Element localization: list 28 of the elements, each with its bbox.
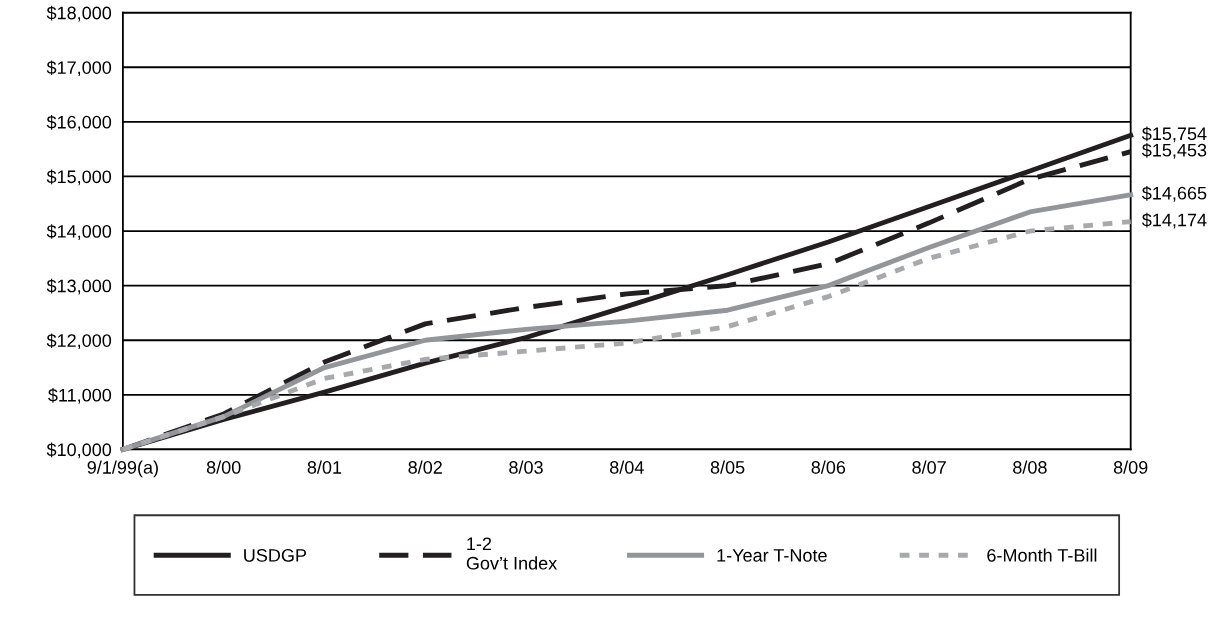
y-tick-label: $12,000 — [46, 333, 112, 350]
x-tick-label: 8/00 — [206, 460, 241, 474]
y-tick-label: $18,000 — [46, 5, 112, 22]
x-tick-label: 8/07 — [912, 460, 946, 474]
legend-label: USDGP — [244, 548, 307, 562]
data-label: $14,174 — [1141, 212, 1207, 229]
y-tick-label: $15,000 — [46, 169, 112, 186]
data-label: $14,665 — [1141, 186, 1207, 202]
x-tick-label: 8/06 — [811, 460, 846, 474]
x-tick-label: 8/03 — [509, 460, 543, 474]
legend-label: 1-Year T-Note — [717, 549, 827, 562]
y-tick-label: $11,000 — [48, 388, 112, 404]
y-tick-label: $17,000 — [46, 60, 112, 77]
data-label: $15,453 — [1141, 143, 1207, 159]
x-tick-label: 8/08 — [1013, 460, 1047, 474]
x-tick-label: 8/09 — [1113, 460, 1148, 474]
legend-label: 6-Month T-Bill — [987, 548, 1097, 562]
y-tick-label: $16,000 — [46, 115, 112, 131]
x-tick-label: 8/05 — [710, 460, 745, 474]
y-tick-label: $14,000 — [46, 224, 112, 240]
y-tick-label: $13,000 — [46, 278, 112, 295]
x-tick-label: 8/01 — [307, 460, 342, 474]
x-tick-label: 8/02 — [408, 460, 442, 474]
x-tick-label: 9/1/99(a) — [87, 460, 158, 478]
y-tick-label: $10,000 — [46, 442, 112, 459]
data-label: $15,754 — [1141, 126, 1207, 143]
x-tick-label: 8/04 — [610, 460, 644, 474]
legend-label: 1-2 Gov’t Index — [466, 537, 558, 570]
